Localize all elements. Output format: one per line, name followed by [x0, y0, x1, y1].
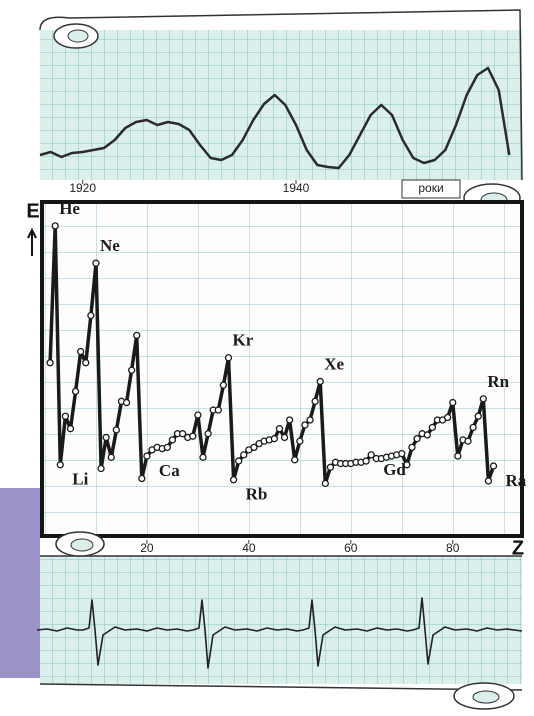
top-scroll-paper	[40, 30, 522, 180]
data-point	[93, 260, 99, 266]
data-point	[322, 480, 328, 486]
data-point	[282, 434, 288, 440]
data-point	[491, 463, 497, 469]
bottom-scroll-roll-inner	[473, 691, 499, 703]
data-point	[470, 424, 476, 430]
data-point	[190, 433, 196, 439]
x-tick-label: 80	[446, 541, 460, 555]
data-point	[62, 413, 68, 419]
x-tick-label: 1940	[283, 181, 310, 195]
data-point	[241, 452, 247, 458]
data-point	[307, 417, 313, 423]
data-point	[78, 349, 84, 355]
top-scroll-curl-inner	[68, 30, 88, 42]
data-point	[317, 378, 323, 384]
data-point	[47, 360, 53, 366]
data-point	[271, 436, 277, 442]
x-axis-label: роки	[418, 181, 443, 195]
x-tick-label: 1920	[69, 181, 96, 195]
data-point	[485, 478, 491, 484]
data-point	[287, 417, 293, 423]
point-label: Ra	[506, 471, 527, 490]
y-axis-label: E	[26, 200, 39, 222]
data-point	[225, 355, 231, 361]
data-point	[139, 475, 145, 481]
data-point	[73, 388, 79, 394]
data-point	[480, 396, 486, 402]
data-point	[450, 400, 456, 406]
data-point	[231, 477, 237, 483]
point-label: Xe	[324, 354, 344, 373]
data-point	[52, 223, 58, 229]
data-point	[83, 360, 89, 366]
data-point	[108, 454, 114, 460]
data-point	[124, 400, 130, 406]
x-tick-label: 40	[242, 541, 256, 555]
data-point	[276, 426, 282, 432]
data-point	[67, 426, 73, 432]
data-point	[302, 422, 308, 428]
y-arrow	[28, 230, 36, 256]
data-point	[312, 398, 318, 404]
data-point	[169, 437, 175, 443]
point-label: Gd	[383, 460, 406, 479]
data-point	[98, 466, 104, 472]
point-label: Rb	[246, 485, 268, 504]
illustration: 1920 1940 роки 20 40 60 80 Z E He Li Ne Ca Kr Rb Xe Gd Rn…	[0, 0, 534, 716]
x-tick-label: 60	[344, 541, 358, 555]
data-point	[445, 415, 451, 421]
data-point	[129, 367, 135, 373]
data-point	[88, 312, 94, 318]
data-point	[236, 458, 242, 464]
point-label: Li	[72, 470, 88, 489]
point-label: He	[59, 199, 80, 218]
data-point	[327, 464, 333, 470]
point-label: Ne	[100, 236, 120, 255]
data-point	[144, 453, 150, 459]
data-point	[103, 434, 109, 440]
data-point	[134, 332, 140, 338]
point-label: Ca	[159, 461, 180, 480]
x-tick-label: 20	[140, 541, 154, 555]
data-point	[455, 453, 461, 459]
data-point	[399, 451, 405, 457]
data-point	[297, 438, 303, 444]
data-point	[292, 457, 298, 463]
data-point	[363, 458, 369, 464]
data-point	[57, 462, 63, 468]
bottom-scroll-paper	[40, 556, 522, 684]
data-point	[164, 444, 170, 450]
point-label: Rn	[487, 372, 509, 391]
data-point	[424, 432, 430, 438]
data-point	[414, 436, 420, 442]
data-point	[113, 427, 119, 433]
page: 1920 1940 роки 20 40 60 80 Z E He Li Ne Ca Kr Rb Xe Gd Rn…	[0, 0, 534, 716]
data-point	[409, 444, 415, 450]
data-point	[195, 412, 201, 418]
data-point	[475, 413, 481, 419]
bottom-scroll-curl-inner	[71, 539, 93, 551]
data-point	[215, 407, 221, 413]
x-axis-label: Z	[512, 537, 524, 559]
data-point	[465, 438, 471, 444]
data-point	[205, 431, 211, 437]
data-point	[220, 382, 226, 388]
side-block	[0, 488, 40, 678]
point-label: Kr	[232, 331, 253, 350]
data-point	[200, 454, 206, 460]
data-point	[429, 424, 435, 430]
